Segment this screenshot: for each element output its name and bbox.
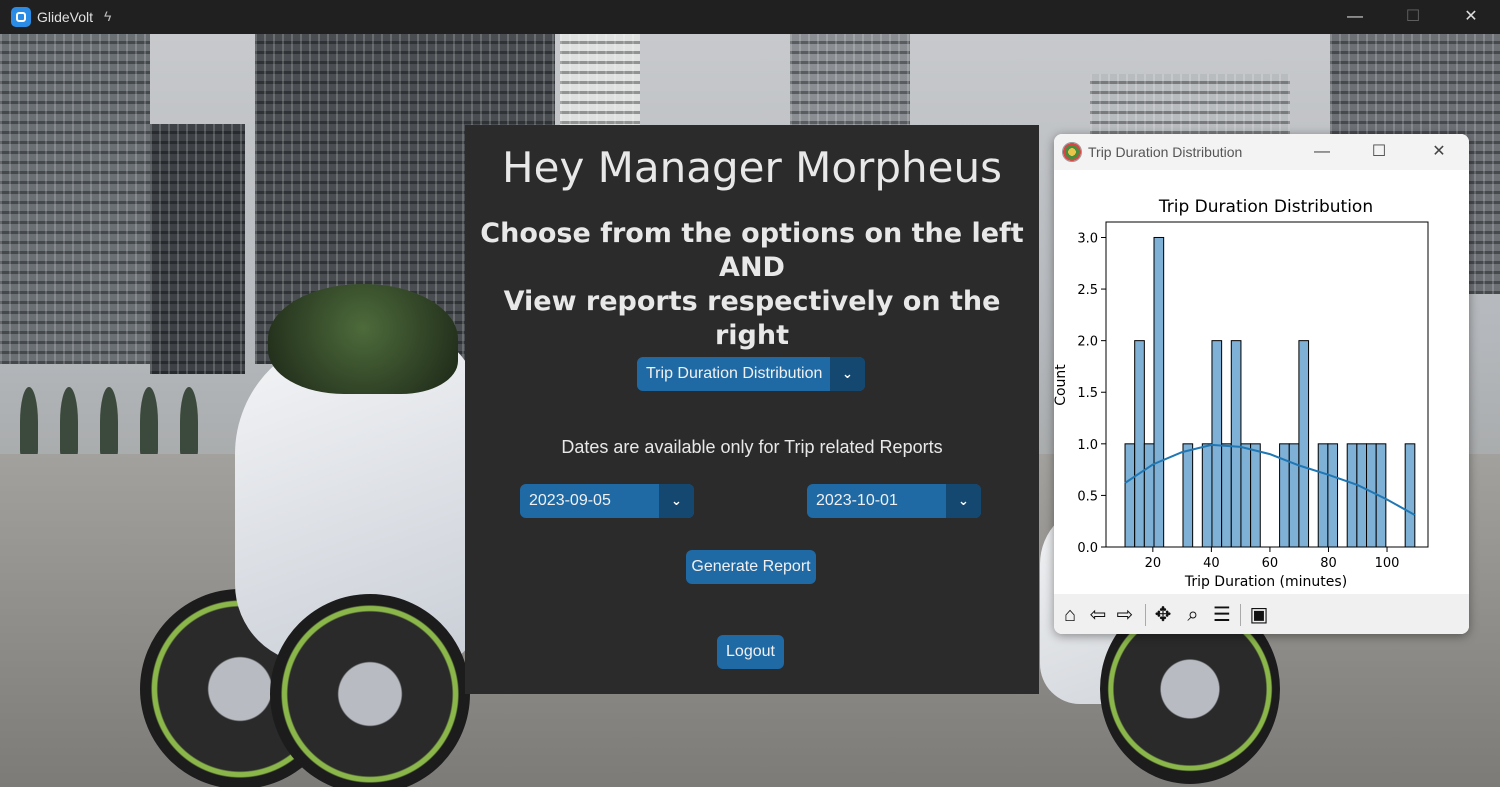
histogram-bar [1230, 340, 1242, 548]
histogram-chart: Trip Duration Distribution 20 40 60 80 100 0… [1054, 197, 1429, 590]
histogram-bar [1240, 443, 1252, 548]
window-maximize-button[interactable]: ☐ [1405, 8, 1421, 25]
instruction-text: Choose from the options on the left AND … [465, 217, 1039, 353]
plot-frame [1105, 221, 1429, 548]
scooter-rear-wheel [270, 594, 470, 787]
histogram-bar [1288, 443, 1300, 548]
bolt-icon: ϟ [104, 8, 112, 24]
histogram-bar [1366, 443, 1377, 548]
histogram-bar [1327, 443, 1339, 548]
scooter-windshield [268, 284, 458, 394]
histogram-bar [1221, 443, 1232, 548]
chart-window-title: Trip Duration Distribution [1088, 144, 1243, 160]
toolbar-separator [1240, 604, 1241, 626]
x-tick-label: 60 [1262, 556, 1279, 571]
y-tick-label: 0.0 [1077, 541, 1098, 556]
y-axis-label: Count [1054, 364, 1069, 406]
tree [140, 387, 158, 457]
report-type-select[interactable]: Trip Duration Distribution ⌄ [637, 357, 865, 391]
chart-toolbar: ⌂ ⇦ ⇨ ✥ ⌕ ☰ ▣ [1054, 594, 1469, 634]
histogram-bar [1143, 443, 1155, 548]
histogram-bar [1356, 443, 1368, 548]
dates-note: Dates are available only for Trip relate… [561, 437, 943, 457]
building [560, 34, 640, 134]
tree [60, 387, 78, 457]
save-icon[interactable]: ▣ [1249, 604, 1269, 626]
histogram-bar [1201, 443, 1213, 548]
chart-minimize-button[interactable]: — [1314, 143, 1330, 160]
end-date-value: 2023-10-01 [816, 492, 898, 509]
app-logo-icon [11, 7, 31, 27]
chevron-down-icon[interactable]: ⌄ [946, 484, 981, 518]
histogram-bar [1153, 236, 1165, 548]
forward-icon[interactable]: ⇨ [1116, 604, 1134, 626]
configure-icon[interactable]: ☰ [1213, 604, 1231, 626]
y-tick-label: 0.5 [1077, 489, 1098, 504]
histogram-bar [1124, 443, 1136, 548]
x-tick-label: 100 [1375, 556, 1400, 571]
x-axis-label: Trip Duration (minutes) [1184, 574, 1347, 590]
matplotlib-icon [1062, 142, 1082, 162]
tree [20, 387, 38, 457]
chevron-down-icon[interactable]: ⌄ [830, 357, 865, 391]
y-tick-label: 3.0 [1077, 231, 1098, 246]
app-title: GlideVolt [37, 9, 94, 25]
histogram-bar [1317, 443, 1329, 548]
histogram-bar [1250, 443, 1261, 548]
pan-icon[interactable]: ✥ [1154, 604, 1172, 626]
back-icon[interactable]: ⇦ [1089, 604, 1107, 626]
app-titlebar: GlideVolt ϟ — ☐ ✕ [0, 0, 1500, 34]
tree [100, 387, 118, 457]
instruction-line: View reports respectively on the right [503, 286, 1001, 351]
building [150, 124, 245, 374]
histogram-bar [1404, 443, 1416, 548]
logout-button[interactable]: Logout [717, 635, 784, 669]
end-date-select[interactable]: 2023-10-01 ⌄ [807, 484, 981, 518]
toolbar-separator [1145, 604, 1146, 626]
greeting-title: Hey Manager Morpheus [502, 143, 1002, 192]
chart-maximize-button[interactable]: ☐ [1371, 143, 1387, 160]
window-minimize-button[interactable]: — [1347, 8, 1363, 25]
x-tick-label: 40 [1203, 556, 1220, 571]
y-tick-label: 1.5 [1077, 386, 1098, 401]
histogram-bar [1346, 443, 1358, 548]
start-date-select[interactable]: 2023-09-05 ⌄ [520, 484, 694, 518]
histogram-bar [1211, 340, 1223, 548]
histogram-bar [1134, 340, 1145, 548]
x-tick-label: 80 [1320, 556, 1337, 571]
chart-close-button[interactable]: ✕ [1432, 143, 1446, 160]
building [0, 34, 150, 364]
chart-window-titlebar: Trip Duration Distribution — ☐ ✕ [1054, 134, 1469, 170]
home-icon[interactable]: ⌂ [1063, 604, 1077, 626]
chart-title: Trip Duration Distribution [1158, 197, 1373, 217]
tree [180, 387, 198, 457]
kde-line [1124, 443, 1416, 516]
instruction-line: Choose from the options on the left [480, 218, 1024, 249]
y-tick-label: 2.5 [1077, 283, 1098, 298]
y-tick-label: 1.0 [1077, 438, 1098, 453]
chevron-down-icon[interactable]: ⌄ [659, 484, 694, 518]
dashboard-panel: Hey Manager Morpheus Choose from the opt… [465, 125, 1039, 694]
histogram-bar [1298, 340, 1310, 548]
report-type-value: Trip Duration Distribution [646, 365, 823, 382]
start-date-value: 2023-09-05 [529, 492, 611, 509]
generate-report-button[interactable]: Generate Report [686, 550, 816, 584]
histogram-bar [1182, 443, 1194, 548]
chart-window: Trip Duration Distribution — ☐ ✕ Trip Du… [1054, 134, 1469, 634]
zoom-icon[interactable]: ⌕ [1187, 604, 1199, 626]
x-tick-label: 20 [1145, 556, 1162, 571]
y-tick-label: 2.0 [1077, 335, 1098, 350]
instruction-line: AND [719, 252, 785, 283]
window-close-button[interactable]: ✕ [1464, 8, 1478, 25]
